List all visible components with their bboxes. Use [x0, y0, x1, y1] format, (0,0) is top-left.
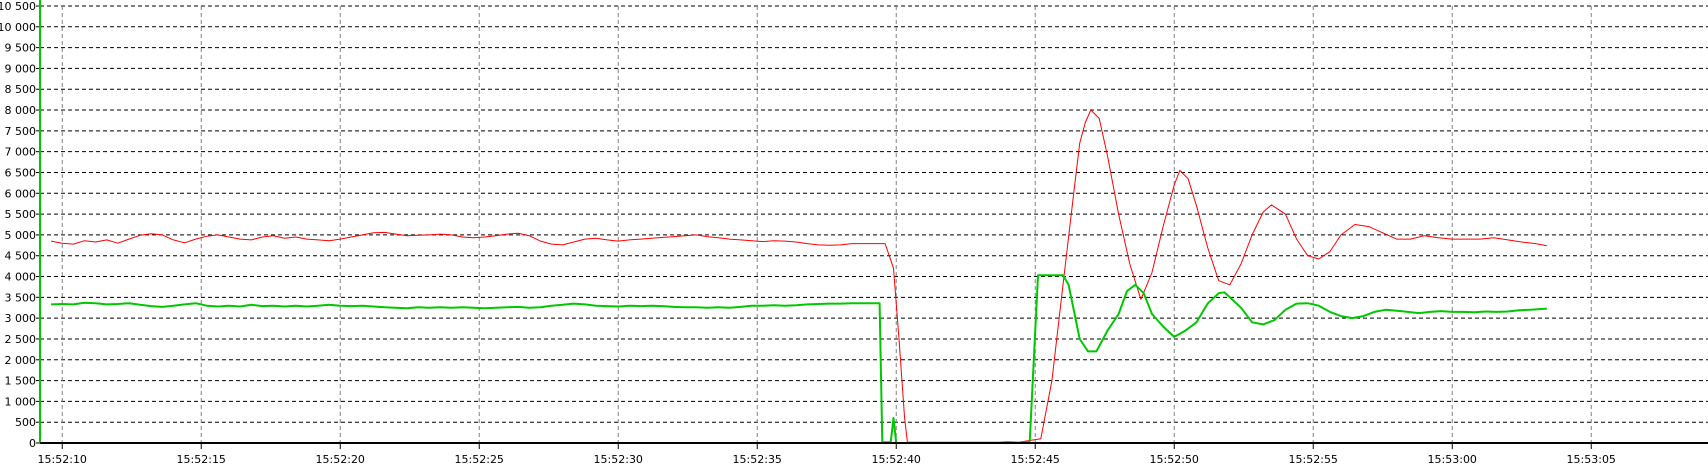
y-tick-label: 6 500 [5, 166, 37, 179]
gridlines [40, 5, 1708, 443]
x-tick-label: 15:52:20 [316, 453, 365, 466]
y-tick-label: 5 000 [5, 229, 37, 242]
y-tick-label: 2 500 [5, 333, 37, 346]
y-tick-label: 8 000 [5, 104, 37, 117]
y-tick-label: 3 500 [5, 291, 37, 304]
y-tick-label: 9 500 [5, 42, 37, 55]
y-tick-label: 2 000 [5, 354, 37, 367]
y-tick-label: 1 000 [5, 395, 37, 408]
series-line-2 [51, 274, 1547, 444]
x-tick-label: 15:52:50 [1150, 453, 1199, 466]
y-tick-label: 10 000 [0, 21, 36, 34]
y-tick-label: 5 500 [5, 208, 37, 221]
y-tick-label: 6 000 [5, 187, 37, 200]
x-tick-label: 15:52:10 [38, 453, 87, 466]
y-tick-label: 4 500 [5, 250, 37, 263]
x-tick-label: 15:53:00 [1428, 453, 1477, 466]
x-tick-label: 15:52:35 [733, 453, 782, 466]
x-tick-label: 15:52:55 [1289, 453, 1338, 466]
y-tick-label: 10 500 [0, 0, 36, 13]
y-tick-label: 8 500 [5, 83, 37, 96]
y-tick-label: 9 000 [5, 62, 37, 75]
y-tick-label: 500 [15, 416, 36, 429]
axes [36, 0, 1708, 449]
y-tick-label: 7 500 [5, 125, 37, 138]
x-tick-label: 15:52:30 [594, 453, 643, 466]
x-tick-label: 15:52:15 [177, 453, 226, 466]
y-tick-label: 4 000 [5, 271, 37, 284]
tick-labels: 0 500 1 000 1 500 2 000 2 500 3 000 3 500 4 000 4… [0, 0, 1616, 466]
y-tick-label: 1 500 [5, 375, 37, 388]
x-tick-label: 15:53:05 [1567, 453, 1616, 466]
series-line-1 [51, 109, 1547, 443]
x-tick-label: 15:52:40 [872, 453, 921, 466]
y-tick-label: 7 000 [5, 146, 37, 159]
y-tick-label: 3 000 [5, 312, 37, 325]
series-lines [51, 109, 1547, 444]
x-tick-label: 15:52:45 [1011, 453, 1060, 466]
x-tick-label: 15:52:25 [455, 453, 504, 466]
y-tick-label: 0 [29, 437, 36, 450]
